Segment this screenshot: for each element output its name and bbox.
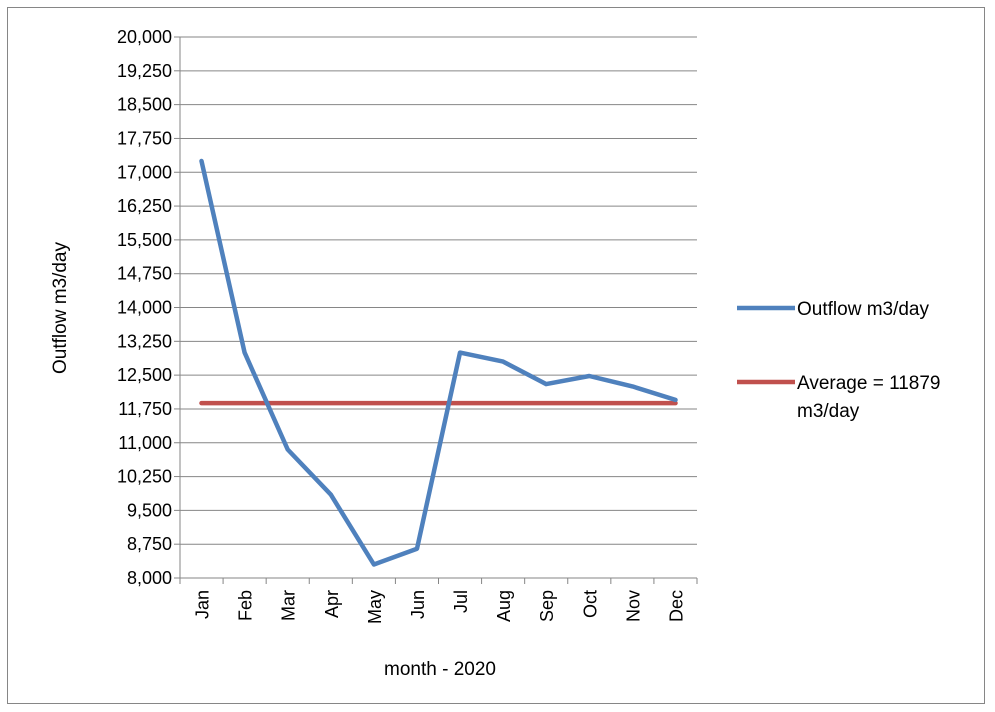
legend-label-average: Average = 11879 bbox=[797, 373, 941, 394]
x-tick-label: May bbox=[365, 590, 385, 624]
y-tick-label: 11,000 bbox=[118, 433, 172, 453]
y-tick-label: 9,500 bbox=[127, 500, 172, 520]
x-tick-label: Feb bbox=[236, 590, 256, 621]
chart-frame bbox=[7, 7, 985, 704]
y-tick-label: 14,750 bbox=[117, 264, 172, 284]
gridlines bbox=[174, 36, 697, 579]
y-tick-label: 17,750 bbox=[117, 128, 172, 148]
x-tick-label: Dec bbox=[666, 590, 686, 622]
y-tick-label: 17,000 bbox=[117, 162, 172, 182]
y-tick-label: 14,000 bbox=[117, 298, 172, 318]
outflow-series-line bbox=[199, 158, 678, 567]
x-tick-label: Nov bbox=[623, 590, 643, 622]
y-tick-label: 20,000 bbox=[117, 27, 172, 47]
y-tick-label: 10,250 bbox=[117, 467, 172, 487]
legend-label-outflow: Outflow m3/day bbox=[797, 299, 929, 320]
y-tick-label: 11,750 bbox=[118, 399, 172, 419]
y-tick-label: 12,500 bbox=[117, 365, 172, 385]
y-axis-tick-labels: 8,000 8,750 9,500 10,250 11,000 11,750 12,500 1… bbox=[117, 27, 172, 588]
x-tick-label: Jan bbox=[193, 590, 213, 619]
y-tick-label: 13,250 bbox=[117, 331, 172, 351]
y-tick-label: 8,750 bbox=[127, 534, 172, 554]
y-tick-label: 8,000 bbox=[127, 568, 172, 588]
axes bbox=[179, 37, 698, 584]
y-tick-label: 15,500 bbox=[117, 230, 172, 250]
x-tick-label: Aug bbox=[494, 590, 514, 622]
y-tick-label: 16,250 bbox=[117, 196, 172, 216]
legend-label-average: m3/day bbox=[797, 401, 860, 422]
x-tick-label: Apr bbox=[322, 590, 342, 618]
y-tick-label: 19,250 bbox=[117, 61, 172, 81]
x-tick-label: Sep bbox=[537, 590, 557, 622]
x-axis-title: month - 2020 bbox=[384, 659, 496, 680]
y-axis-title: Outflow m3/day bbox=[50, 242, 71, 374]
x-tick-label: Jun bbox=[408, 590, 428, 619]
x-axis-tick-labels: Jan Feb Mar Apr May Jun Jul Aug Sep Oct Nov Dec bbox=[193, 590, 687, 624]
x-tick-label: Mar bbox=[279, 590, 299, 621]
series-lines bbox=[199, 158, 678, 567]
y-tick-label: 18,500 bbox=[117, 95, 172, 115]
legend: Outflow m3/day Average = 11879 m3/day bbox=[737, 299, 941, 422]
x-tick-label: Jul bbox=[451, 590, 471, 613]
x-tick-label: Oct bbox=[580, 590, 600, 618]
